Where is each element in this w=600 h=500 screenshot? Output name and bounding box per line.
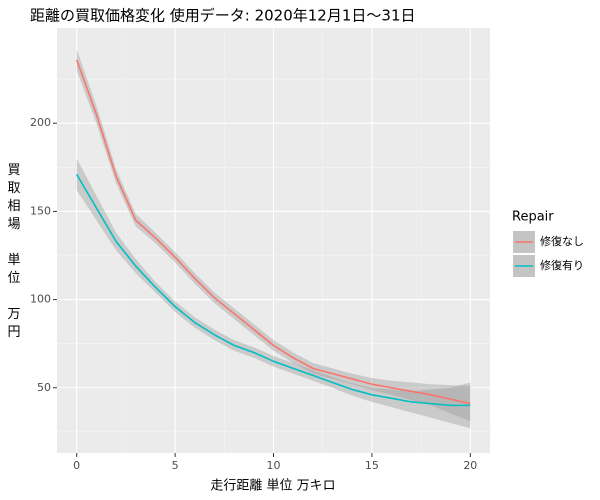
confidence-band	[76, 158, 471, 429]
confidence-band	[76, 49, 471, 422]
x-tick-label: 20	[463, 459, 477, 472]
x-tick-label: 0	[73, 459, 80, 472]
y-tick-label: 150	[30, 204, 51, 217]
y-axis-title: 買取相場 単位 万円	[7, 163, 20, 340]
x-tick-label: 15	[365, 459, 379, 472]
line	[75, 59, 471, 405]
legend-title: Repair	[512, 210, 554, 225]
x-tick-label: 5	[172, 459, 179, 472]
legend-label: 修復なし	[540, 234, 584, 248]
y-tick-label: 200	[30, 116, 51, 129]
legend-label: 修復有り	[540, 258, 584, 272]
grid	[57, 28, 490, 453]
y-tick-label: 100	[30, 293, 51, 306]
line	[75, 173, 471, 407]
chart-title: 距離の買取価格変化 使用データ: 2020年12月1日～31日	[30, 7, 415, 25]
x-axis-title: 走行距離 単位 万キロ	[210, 478, 335, 494]
x-tick-label: 10	[267, 459, 281, 472]
y-tick-label: 50	[37, 381, 51, 394]
